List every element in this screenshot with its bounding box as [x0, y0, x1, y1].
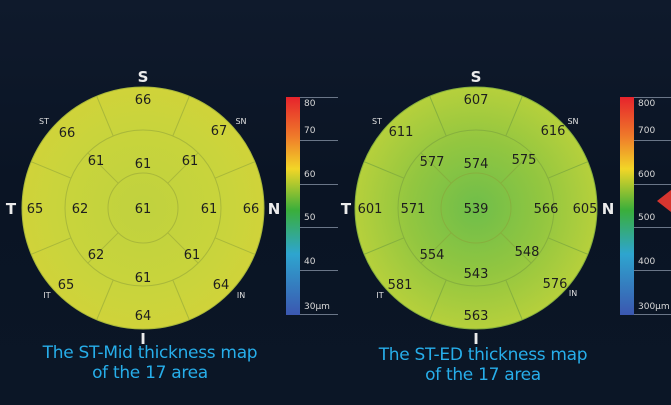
caption-line-2: of the 17 area [425, 365, 541, 385]
st-mid-map-panel: 61 61 61 62 61 61 61 62 61 66 67 66 64 6… [0, 68, 338, 383]
middle-bottom-right-value: 61 [184, 248, 201, 263]
direction-inferior: I [473, 330, 479, 348]
center-value: 539 [464, 202, 489, 217]
inner-top-value: 574 [464, 157, 489, 172]
outer-top-right-value: 67 [211, 124, 228, 139]
scale-label-70: 70 [304, 126, 316, 136]
middle-bottom-left-value: 62 [88, 248, 105, 263]
quadrant-it-label: IT [376, 291, 383, 300]
direction-nasal: N [268, 200, 281, 218]
inner-bottom-value: 61 [135, 271, 152, 286]
scale-label-800: 800 [638, 99, 656, 109]
red-arrow-indicator [657, 190, 671, 212]
map-disk [355, 87, 597, 329]
quadrant-sn-label: SN [567, 117, 578, 126]
outer-bottom-value: 563 [464, 309, 489, 324]
quadrant-st-label: ST [372, 117, 382, 126]
outer-bottom-right-value: 576 [543, 277, 568, 292]
outer-top-left-value: 66 [59, 126, 76, 141]
st-ed-map-panel: 539 574 543 571 566 577 575 554 548 607 … [333, 0, 671, 405]
middle-top-left-value: 61 [88, 154, 105, 169]
inner-top-value: 61 [135, 157, 152, 172]
direction-temporal: T [341, 200, 352, 218]
st-ed-caption: The ST-ED thickness map of the 17 area [333, 345, 633, 385]
quadrant-in-label: IN [237, 291, 245, 300]
middle-top-right-value: 61 [182, 154, 199, 169]
center-value: 61 [135, 202, 152, 217]
scale-label-50: 50 [304, 213, 316, 223]
direction-temporal: T [6, 200, 17, 218]
quadrant-sn-label: SN [235, 117, 246, 126]
outer-left-value: 65 [27, 202, 44, 217]
scale-label-30: 30µm [304, 302, 330, 312]
outer-bottom-right-value: 64 [213, 278, 230, 293]
inner-left-value: 62 [72, 202, 89, 217]
quadrant-it-label: IT [43, 291, 50, 300]
middle-bottom-left-value: 554 [420, 248, 445, 263]
outer-top-right-value: 616 [541, 124, 566, 139]
scale-label-80: 80 [304, 99, 316, 109]
st-ed-thickness-map: 539 574 543 571 566 577 575 554 548 607 … [341, 68, 615, 348]
st-mid-thickness-map: 61 61 61 62 61 61 61 62 61 66 67 66 64 6… [6, 68, 281, 348]
scale-label-600: 600 [638, 170, 656, 180]
outer-top-value: 66 [135, 93, 152, 108]
outer-right-value: 605 [573, 202, 598, 217]
direction-superior: S [471, 68, 482, 86]
caption-line-2: of the 17 area [92, 363, 208, 383]
scale-label-500: 500 [638, 213, 656, 223]
scale-label-60: 60 [304, 170, 316, 180]
grid-lines [21, 86, 265, 330]
direction-nasal: N [602, 200, 615, 218]
scale-label-700: 700 [638, 126, 656, 136]
outer-right-value: 66 [243, 202, 260, 217]
scale-label-300: 300µm [638, 302, 670, 312]
inner-right-value: 566 [534, 202, 559, 217]
color-scale-bar [286, 97, 300, 315]
outer-bottom-left-value: 65 [58, 278, 75, 293]
inner-bottom-value: 543 [464, 267, 489, 282]
middle-bottom-right-value: 548 [515, 245, 540, 260]
grid-lines [354, 86, 598, 330]
outer-bottom-value: 64 [135, 309, 152, 324]
color-scale-bar [620, 97, 634, 315]
inner-right-value: 61 [201, 202, 218, 217]
direction-superior: S [138, 68, 149, 86]
middle-top-left-value: 577 [420, 155, 445, 170]
caption-line-1: The ST-ED thickness map [378, 345, 588, 365]
outer-left-value: 601 [358, 202, 383, 217]
outer-top-value: 607 [464, 93, 489, 108]
middle-top-right-value: 575 [512, 153, 537, 168]
quadrant-st-label: ST [39, 117, 49, 126]
outer-bottom-left-value: 581 [388, 278, 413, 293]
scale-label-400: 400 [638, 257, 656, 267]
map-disk [22, 87, 264, 329]
outer-top-left-value: 611 [389, 125, 414, 140]
direction-inferior: I [140, 330, 146, 348]
st-mid-caption: The ST-Mid thickness map of the 17 area [0, 343, 300, 383]
inner-left-value: 571 [401, 202, 426, 217]
caption-line-1: The ST-Mid thickness map [42, 343, 258, 363]
scale-label-40: 40 [304, 257, 316, 267]
quadrant-in-label: IN [569, 289, 577, 298]
